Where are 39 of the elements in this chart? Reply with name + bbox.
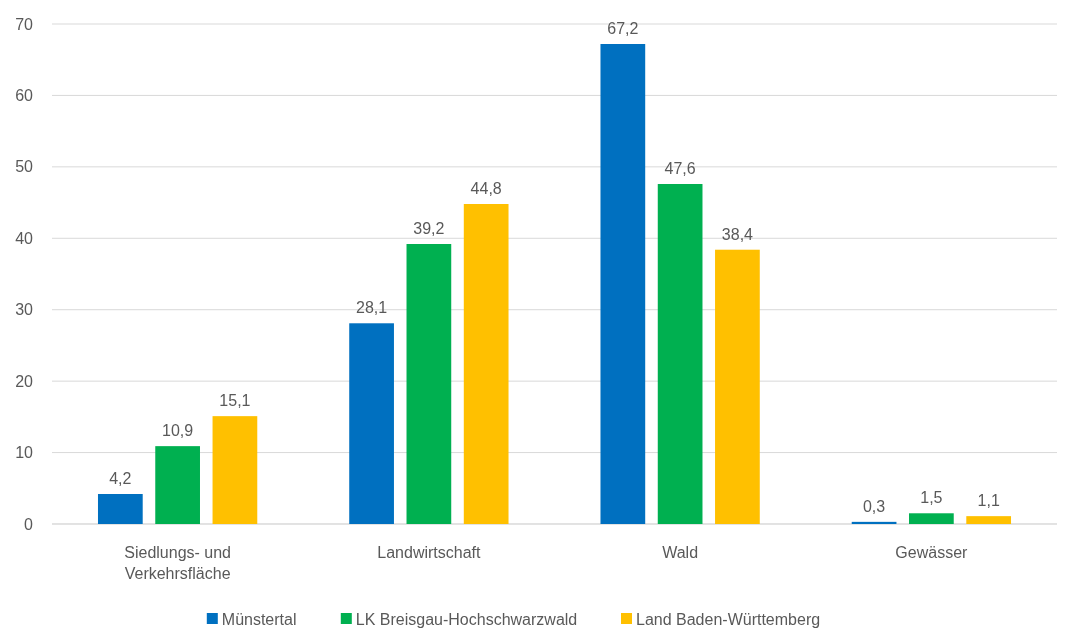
- bar: [909, 513, 954, 524]
- y-tick-label: 10: [15, 444, 34, 462]
- bar: [600, 44, 646, 524]
- legend-label: Land Baden-Württemberg: [636, 611, 821, 628]
- y-tick-label: 0: [24, 515, 34, 533]
- data-label: 28,1: [356, 299, 388, 317]
- x-tick-label: Siedlungs- und Verkehrsfläche: [124, 544, 231, 582]
- data-label: 1,5: [920, 489, 943, 507]
- bar: [349, 323, 394, 524]
- bar: [97, 494, 143, 524]
- y-tick-label: 30: [15, 301, 34, 319]
- bar: [212, 416, 258, 524]
- y-tick-label: 60: [15, 87, 34, 105]
- data-label: 15,1: [219, 392, 251, 410]
- bar: [966, 516, 1012, 524]
- x-tick-label: Wald: [662, 544, 699, 561]
- data-label: 67,2: [607, 20, 639, 37]
- x-tick-label: Landwirtschaft: [377, 544, 482, 561]
- x-tick-label: Gewässer: [895, 544, 969, 561]
- bar: [155, 446, 200, 524]
- legend-label: LK Breisgau-Hochschwarzwald: [355, 611, 578, 628]
- y-tick-label: 50: [15, 158, 34, 176]
- y-tick-label: 20: [15, 372, 34, 390]
- data-label: 39,2: [413, 220, 445, 237]
- bar: [406, 244, 452, 524]
- bar: [851, 521, 897, 524]
- y-tick-label: 70: [15, 15, 34, 33]
- data-label: 38,4: [721, 225, 754, 243]
- bar: [657, 184, 703, 524]
- legend-label: Münstertal: [221, 611, 297, 628]
- bar: [463, 204, 509, 524]
- data-label: 10,9: [162, 422, 194, 440]
- data-label: 47,6: [664, 160, 696, 177]
- data-label: 0,3: [862, 497, 886, 515]
- data-label: 4,2: [109, 470, 132, 487]
- data-label: 1,1: [977, 492, 1000, 510]
- y-tick-label: 40: [15, 229, 34, 247]
- bar: [715, 249, 760, 524]
- data-label: 44,8: [470, 180, 502, 197]
